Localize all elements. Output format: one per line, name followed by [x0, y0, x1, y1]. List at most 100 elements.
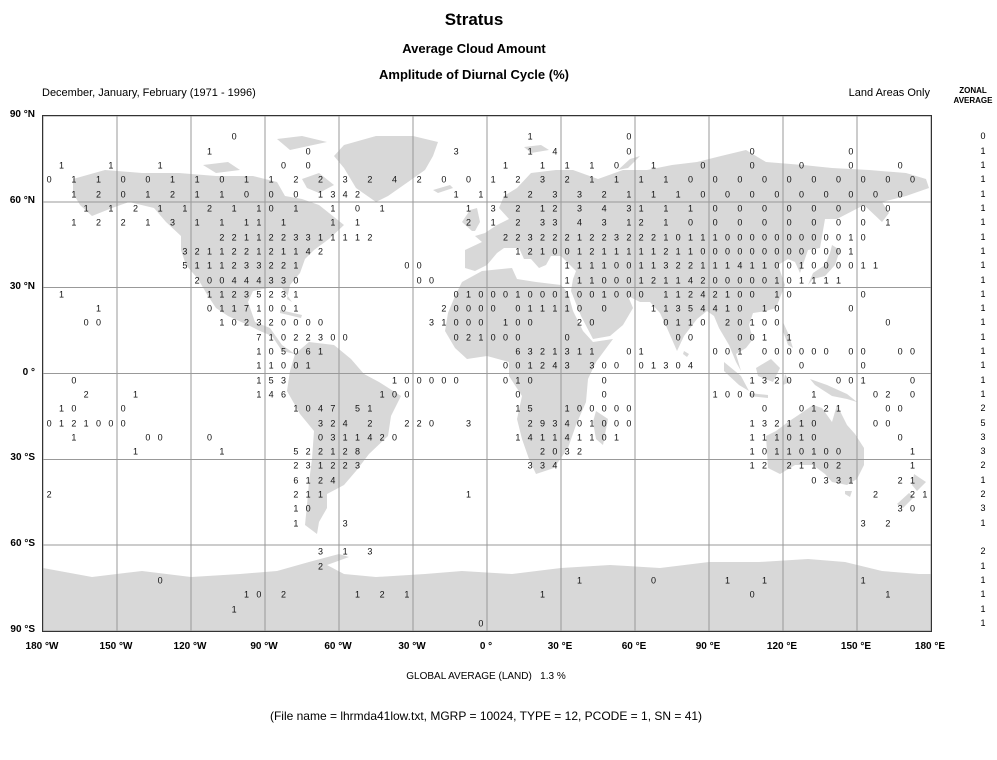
grid-value: 2 — [465, 332, 472, 343]
grid-value: 0 — [724, 346, 731, 357]
grid-value: 0 — [774, 317, 780, 328]
grid-value: 1 — [515, 375, 521, 386]
grid-value: 0 — [293, 317, 299, 328]
grid-value: 2 — [885, 518, 891, 529]
x-tick-label: 30 °E — [547, 641, 573, 652]
grid-value: 6 — [293, 475, 299, 486]
grid-value: 7 — [243, 303, 250, 314]
grid-value: 0 — [700, 189, 706, 200]
zonal-average-value: 1 — [980, 589, 986, 600]
grid-value: 0 — [761, 246, 768, 257]
grid-value: 0 — [465, 174, 472, 185]
grid-value: 2 — [231, 260, 237, 271]
grid-value: 3 — [626, 203, 632, 214]
grid-value: 1 — [268, 332, 274, 343]
zonal-average-value: 1 — [980, 174, 986, 185]
grid-value: 0 — [798, 346, 805, 357]
grid-value: 4 — [231, 275, 237, 285]
grid-value: 0 — [268, 189, 274, 200]
grid-value: 1 — [502, 189, 509, 200]
grid-value: 0 — [848, 160, 854, 171]
grid-value: 1 — [293, 260, 299, 271]
grid-value: 1 — [305, 475, 311, 486]
grid-value: 0 — [243, 189, 250, 200]
grid-value: 2 — [280, 589, 287, 600]
grid-value: 2 — [823, 403, 829, 414]
grid-value: 0 — [675, 360, 681, 371]
period-label: December, January, February (1971 - 1996… — [42, 87, 256, 99]
grid-value: 0 — [761, 174, 768, 185]
grid-value: 0 — [761, 217, 768, 228]
x-tick-label: 150 °E — [840, 641, 872, 652]
grid-value: 0 — [95, 418, 102, 429]
grid-value: 0 — [897, 189, 903, 200]
zonal-average-value: 0 — [980, 131, 986, 142]
grid-value: 0 — [527, 317, 533, 328]
grid-value: 2 — [564, 174, 570, 185]
x-tick-label: 90 °W — [250, 641, 278, 652]
grid-value: 0 — [798, 189, 805, 200]
grid-value: 4 — [601, 203, 607, 214]
grid-value: 1 — [293, 289, 299, 300]
grid-value: 3 — [589, 360, 595, 371]
grid-value: 0 — [724, 389, 731, 400]
grid-value: 1 — [157, 160, 163, 171]
grid-value: 0 — [280, 332, 287, 343]
grid-value: 1 — [576, 246, 583, 257]
grid-value: 0 — [613, 403, 620, 414]
grid-value: 4 — [687, 275, 694, 285]
grid-value: 2 — [293, 174, 299, 185]
grid-value: 1 — [256, 375, 262, 386]
grid-value: 0 — [601, 418, 607, 429]
grid-value: 2 — [379, 432, 385, 443]
grid-value: 4 — [317, 403, 324, 414]
grid-value: 0 — [700, 317, 706, 328]
grid-value: 0 — [798, 360, 805, 371]
grid-value: 2 — [330, 418, 336, 429]
grid-value: 1 — [724, 260, 731, 271]
grid-value: 0 — [515, 389, 521, 400]
grid-value: 3 — [243, 289, 250, 300]
grid-value: 1 — [342, 232, 348, 243]
grid-value: 0 — [564, 332, 570, 343]
grid-value: 1 — [675, 246, 681, 257]
grid-value: 0 — [724, 275, 731, 285]
grid-value: 2 — [601, 189, 607, 200]
landmass-cuba — [280, 310, 302, 318]
grid-value: 0 — [441, 174, 447, 185]
grid-value: 0 — [885, 403, 891, 414]
x-tick-label: 120 °E — [766, 641, 798, 652]
zonal-average-value: 1 — [980, 374, 986, 385]
grid-value: 0 — [527, 375, 533, 386]
grid-value: 4 — [552, 146, 558, 157]
grid-value: 0 — [774, 260, 780, 271]
grid-value: 1 — [712, 389, 718, 400]
grid-value: 2 — [515, 217, 521, 228]
zonal-average-value: 1 — [980, 217, 986, 228]
grid-value: 1 — [256, 389, 262, 400]
grid-value: 0 — [885, 317, 891, 328]
grid-value: 0 — [453, 375, 459, 386]
grid-value: 1 — [95, 303, 102, 314]
grid-value: 0 — [601, 375, 607, 386]
grid-value: 1 — [280, 246, 287, 257]
grid-value: 0 — [280, 360, 287, 371]
grid-value: 1 — [749, 375, 755, 386]
grid-value: 0 — [71, 375, 77, 386]
grid-value: 1 — [539, 203, 546, 214]
grid-value: 0 — [305, 403, 311, 414]
grid-value: 2 — [243, 246, 250, 257]
grid-value: 1 — [786, 418, 792, 429]
grid-value: 0 — [601, 303, 607, 314]
grid-value: 0 — [428, 275, 435, 285]
grid-value: 0 — [724, 232, 731, 243]
grid-value: 0 — [885, 174, 891, 185]
landmass-victoria-island — [203, 162, 240, 173]
grid-value: 0 — [564, 246, 570, 257]
grid-value: 1 — [256, 203, 262, 214]
grid-value: 1 — [650, 360, 657, 371]
grid-value: 3 — [576, 189, 583, 200]
grid-value: 0 — [761, 446, 768, 457]
grid-value: 0 — [552, 289, 558, 300]
